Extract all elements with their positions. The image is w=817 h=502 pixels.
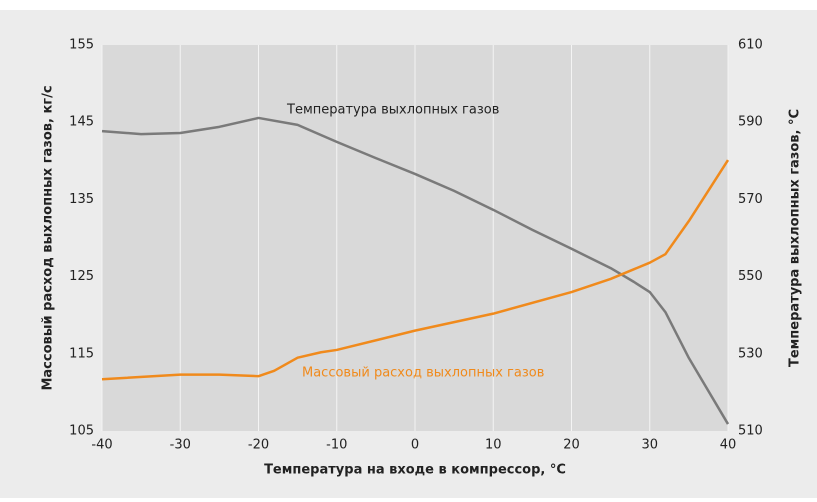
x-tick-label: 0 [411, 438, 419, 453]
x-tick-label: -40 [91, 438, 112, 453]
series-annotation: Массовый расход выхлопных газов [302, 366, 544, 381]
y-tick-label: 155 [69, 38, 94, 53]
x-tick-label: -10 [326, 438, 347, 453]
y-tick-label: 105 [69, 424, 94, 439]
y-axis-label: Массовый расход выхлопных газов, кг/с [41, 85, 56, 390]
x-axis-label: Температура на входе в компрессор, °C [264, 463, 566, 478]
x-tick-label: 30 [641, 438, 658, 453]
x-tick-label: 20 [563, 438, 580, 453]
y2-tick-label: 590 [738, 115, 763, 130]
y2-tick-label: 550 [738, 269, 763, 284]
series-annotation: Температура выхлопных газов [286, 103, 499, 118]
y2-tick-label: 530 [738, 346, 763, 361]
y2-axis-label: Температура выхлопных газов, °C [788, 109, 803, 367]
series-line [101, 159, 730, 381]
x-tick-label: 10 [485, 438, 502, 453]
y-tick-label: 125 [69, 269, 94, 284]
y-tick-label: 135 [69, 192, 94, 207]
y2-tick-label: 510 [738, 424, 763, 439]
x-tick-label: -20 [248, 438, 269, 453]
y2-tick-label: 570 [738, 192, 763, 207]
y2-tick-label: 610 [738, 38, 763, 53]
x-tick-label: -30 [170, 438, 191, 453]
y-tick-label: 145 [69, 115, 94, 130]
x-tick-label: 40 [720, 438, 737, 453]
y-tick-label: 115 [69, 346, 94, 361]
series-line [101, 116, 730, 425]
